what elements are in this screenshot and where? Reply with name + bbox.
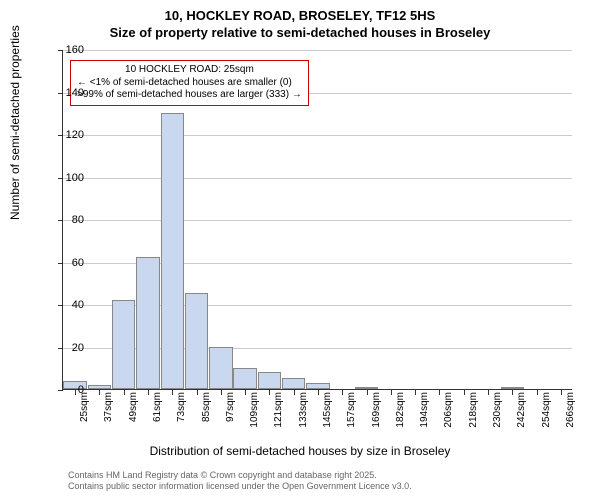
- ytick-label: 160: [44, 44, 84, 56]
- xtick-mark: [197, 390, 198, 395]
- xtick-label: 25sqm: [79, 392, 90, 442]
- xtick-mark: [342, 390, 343, 395]
- ytick-label: 120: [44, 129, 84, 141]
- annotation-line2: ← <1% of semi-detached houses are smalle…: [77, 77, 302, 90]
- xtick-mark: [391, 390, 392, 395]
- histogram-bar: [136, 257, 159, 389]
- y-axis-label: Number of semi-detached properties: [8, 25, 22, 220]
- histogram-bar: [88, 385, 111, 389]
- xtick-mark: [488, 390, 489, 395]
- xtick-label: 169sqm: [371, 392, 382, 442]
- annotation-line3: >99% of semi-detached houses are larger …: [77, 89, 302, 102]
- xtick-label: 133sqm: [298, 392, 309, 442]
- ytick-label: 100: [44, 172, 84, 184]
- histogram-bar: [112, 300, 135, 389]
- xtick-label: 73sqm: [176, 392, 187, 442]
- xtick-label: 230sqm: [492, 392, 503, 442]
- gridline: [63, 220, 572, 221]
- gridline: [63, 135, 572, 136]
- ytick-label: 140: [44, 87, 84, 99]
- xtick-mark: [294, 390, 295, 395]
- xtick-mark: [464, 390, 465, 395]
- ytick-label: 20: [44, 342, 84, 354]
- annotation-line1: 10 HOCKLEY ROAD: 25sqm: [77, 64, 302, 77]
- gridline: [63, 50, 572, 51]
- xtick-label: 97sqm: [225, 392, 236, 442]
- histogram-bar: [161, 113, 184, 389]
- xtick-mark: [561, 390, 562, 395]
- gridline: [63, 178, 572, 179]
- xtick-label: 61sqm: [152, 392, 163, 442]
- title-line1: 10, HOCKLEY ROAD, BROSELEY, TF12 5HS: [0, 8, 600, 25]
- xtick-label: 157sqm: [346, 392, 357, 442]
- xtick-label: 266sqm: [565, 392, 576, 442]
- ytick-label: 60: [44, 257, 84, 269]
- xtick-mark: [512, 390, 513, 395]
- xtick-mark: [148, 390, 149, 395]
- xtick-mark: [415, 390, 416, 395]
- footer-attribution: Contains HM Land Registry data © Crown c…: [68, 470, 412, 493]
- ytick-label: 80: [44, 214, 84, 226]
- xtick-label: 85sqm: [201, 392, 212, 442]
- xtick-mark: [439, 390, 440, 395]
- xtick-mark: [367, 390, 368, 395]
- xtick-label: 121sqm: [273, 392, 284, 442]
- footer-line2: Contains public sector information licen…: [68, 481, 412, 492]
- xtick-label: 218sqm: [468, 392, 479, 442]
- histogram-bar: [355, 387, 378, 389]
- footer-line1: Contains HM Land Registry data © Crown c…: [68, 470, 412, 481]
- annotation-callout: 10 HOCKLEY ROAD: 25sqm ← <1% of semi-det…: [70, 60, 309, 106]
- xtick-mark: [245, 390, 246, 395]
- xtick-mark: [269, 390, 270, 395]
- x-axis-label: Distribution of semi-detached houses by …: [0, 444, 600, 458]
- xtick-label: 182sqm: [395, 392, 406, 442]
- histogram-bar: [258, 372, 281, 389]
- ytick-label: 0: [44, 384, 84, 396]
- histogram-bar: [233, 368, 256, 389]
- xtick-label: 206sqm: [443, 392, 454, 442]
- xtick-label: 49sqm: [128, 392, 139, 442]
- histogram-bar: [282, 378, 305, 389]
- xtick-mark: [99, 390, 100, 395]
- xtick-mark: [318, 390, 319, 395]
- xtick-mark: [124, 390, 125, 395]
- xtick-label: 145sqm: [322, 392, 333, 442]
- xtick-mark: [221, 390, 222, 395]
- histogram-bar: [185, 293, 208, 389]
- xtick-mark: [537, 390, 538, 395]
- title-line2: Size of property relative to semi-detach…: [0, 25, 600, 42]
- xtick-label: 242sqm: [516, 392, 527, 442]
- xtick-mark: [172, 390, 173, 395]
- histogram-bar: [209, 347, 232, 390]
- histogram-bar: [501, 387, 524, 389]
- xtick-label: 194sqm: [419, 392, 430, 442]
- ytick-label: 40: [44, 299, 84, 311]
- xtick-label: 109sqm: [249, 392, 260, 442]
- histogram-bar: [306, 383, 329, 389]
- chart-title: 10, HOCKLEY ROAD, BROSELEY, TF12 5HS Siz…: [0, 0, 600, 42]
- xtick-label: 254sqm: [541, 392, 552, 442]
- xtick-label: 37sqm: [103, 392, 114, 442]
